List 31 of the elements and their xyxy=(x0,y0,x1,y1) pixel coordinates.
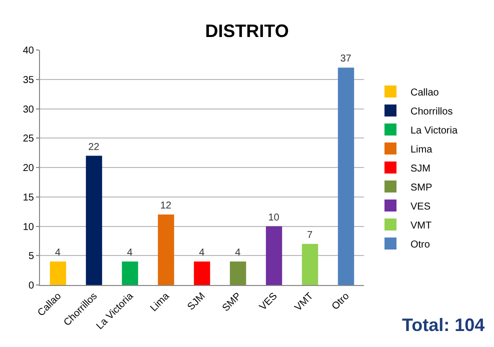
y-tick-label: 35 xyxy=(22,74,34,86)
legend-label: Chorrillos xyxy=(410,106,453,118)
y-tick-label: 10 xyxy=(22,222,34,233)
data-label: 4 xyxy=(199,248,205,258)
y-tick-label: 25 xyxy=(22,134,34,145)
x-tick-label: VES xyxy=(258,290,280,313)
data-label: 22 xyxy=(88,142,100,153)
data-label: 7 xyxy=(307,230,313,241)
legend-label: SJM xyxy=(410,163,430,174)
text: Total: 104 xyxy=(402,315,485,335)
y-tick-label: 30 xyxy=(22,104,34,116)
chart-title: DISTRITO xyxy=(205,20,289,41)
legend-label: VES xyxy=(410,201,431,212)
y-tick-label: 5 xyxy=(28,251,34,262)
legend-label: Lima xyxy=(410,144,433,156)
legend-label: La Victoria xyxy=(410,125,458,136)
legend-label: Callao xyxy=(410,87,440,98)
data-label: 4 xyxy=(127,248,133,258)
x-tick-label: Otro xyxy=(330,290,352,312)
legend-label: VMT xyxy=(410,220,432,232)
y-tick-label: 20 xyxy=(22,163,34,174)
data-label: 4 xyxy=(235,248,241,258)
data-label: 10 xyxy=(268,212,280,224)
data-label: 37 xyxy=(340,54,352,65)
y-tick-label: 15 xyxy=(22,192,34,204)
y-tick-label: 0 xyxy=(28,280,34,292)
data-label: 4 xyxy=(55,248,61,258)
legend-label: SMP xyxy=(410,182,432,194)
y-tick-label: 40 xyxy=(22,46,34,56)
legend-label: Otro xyxy=(410,239,430,250)
data-label: 12 xyxy=(160,200,172,212)
